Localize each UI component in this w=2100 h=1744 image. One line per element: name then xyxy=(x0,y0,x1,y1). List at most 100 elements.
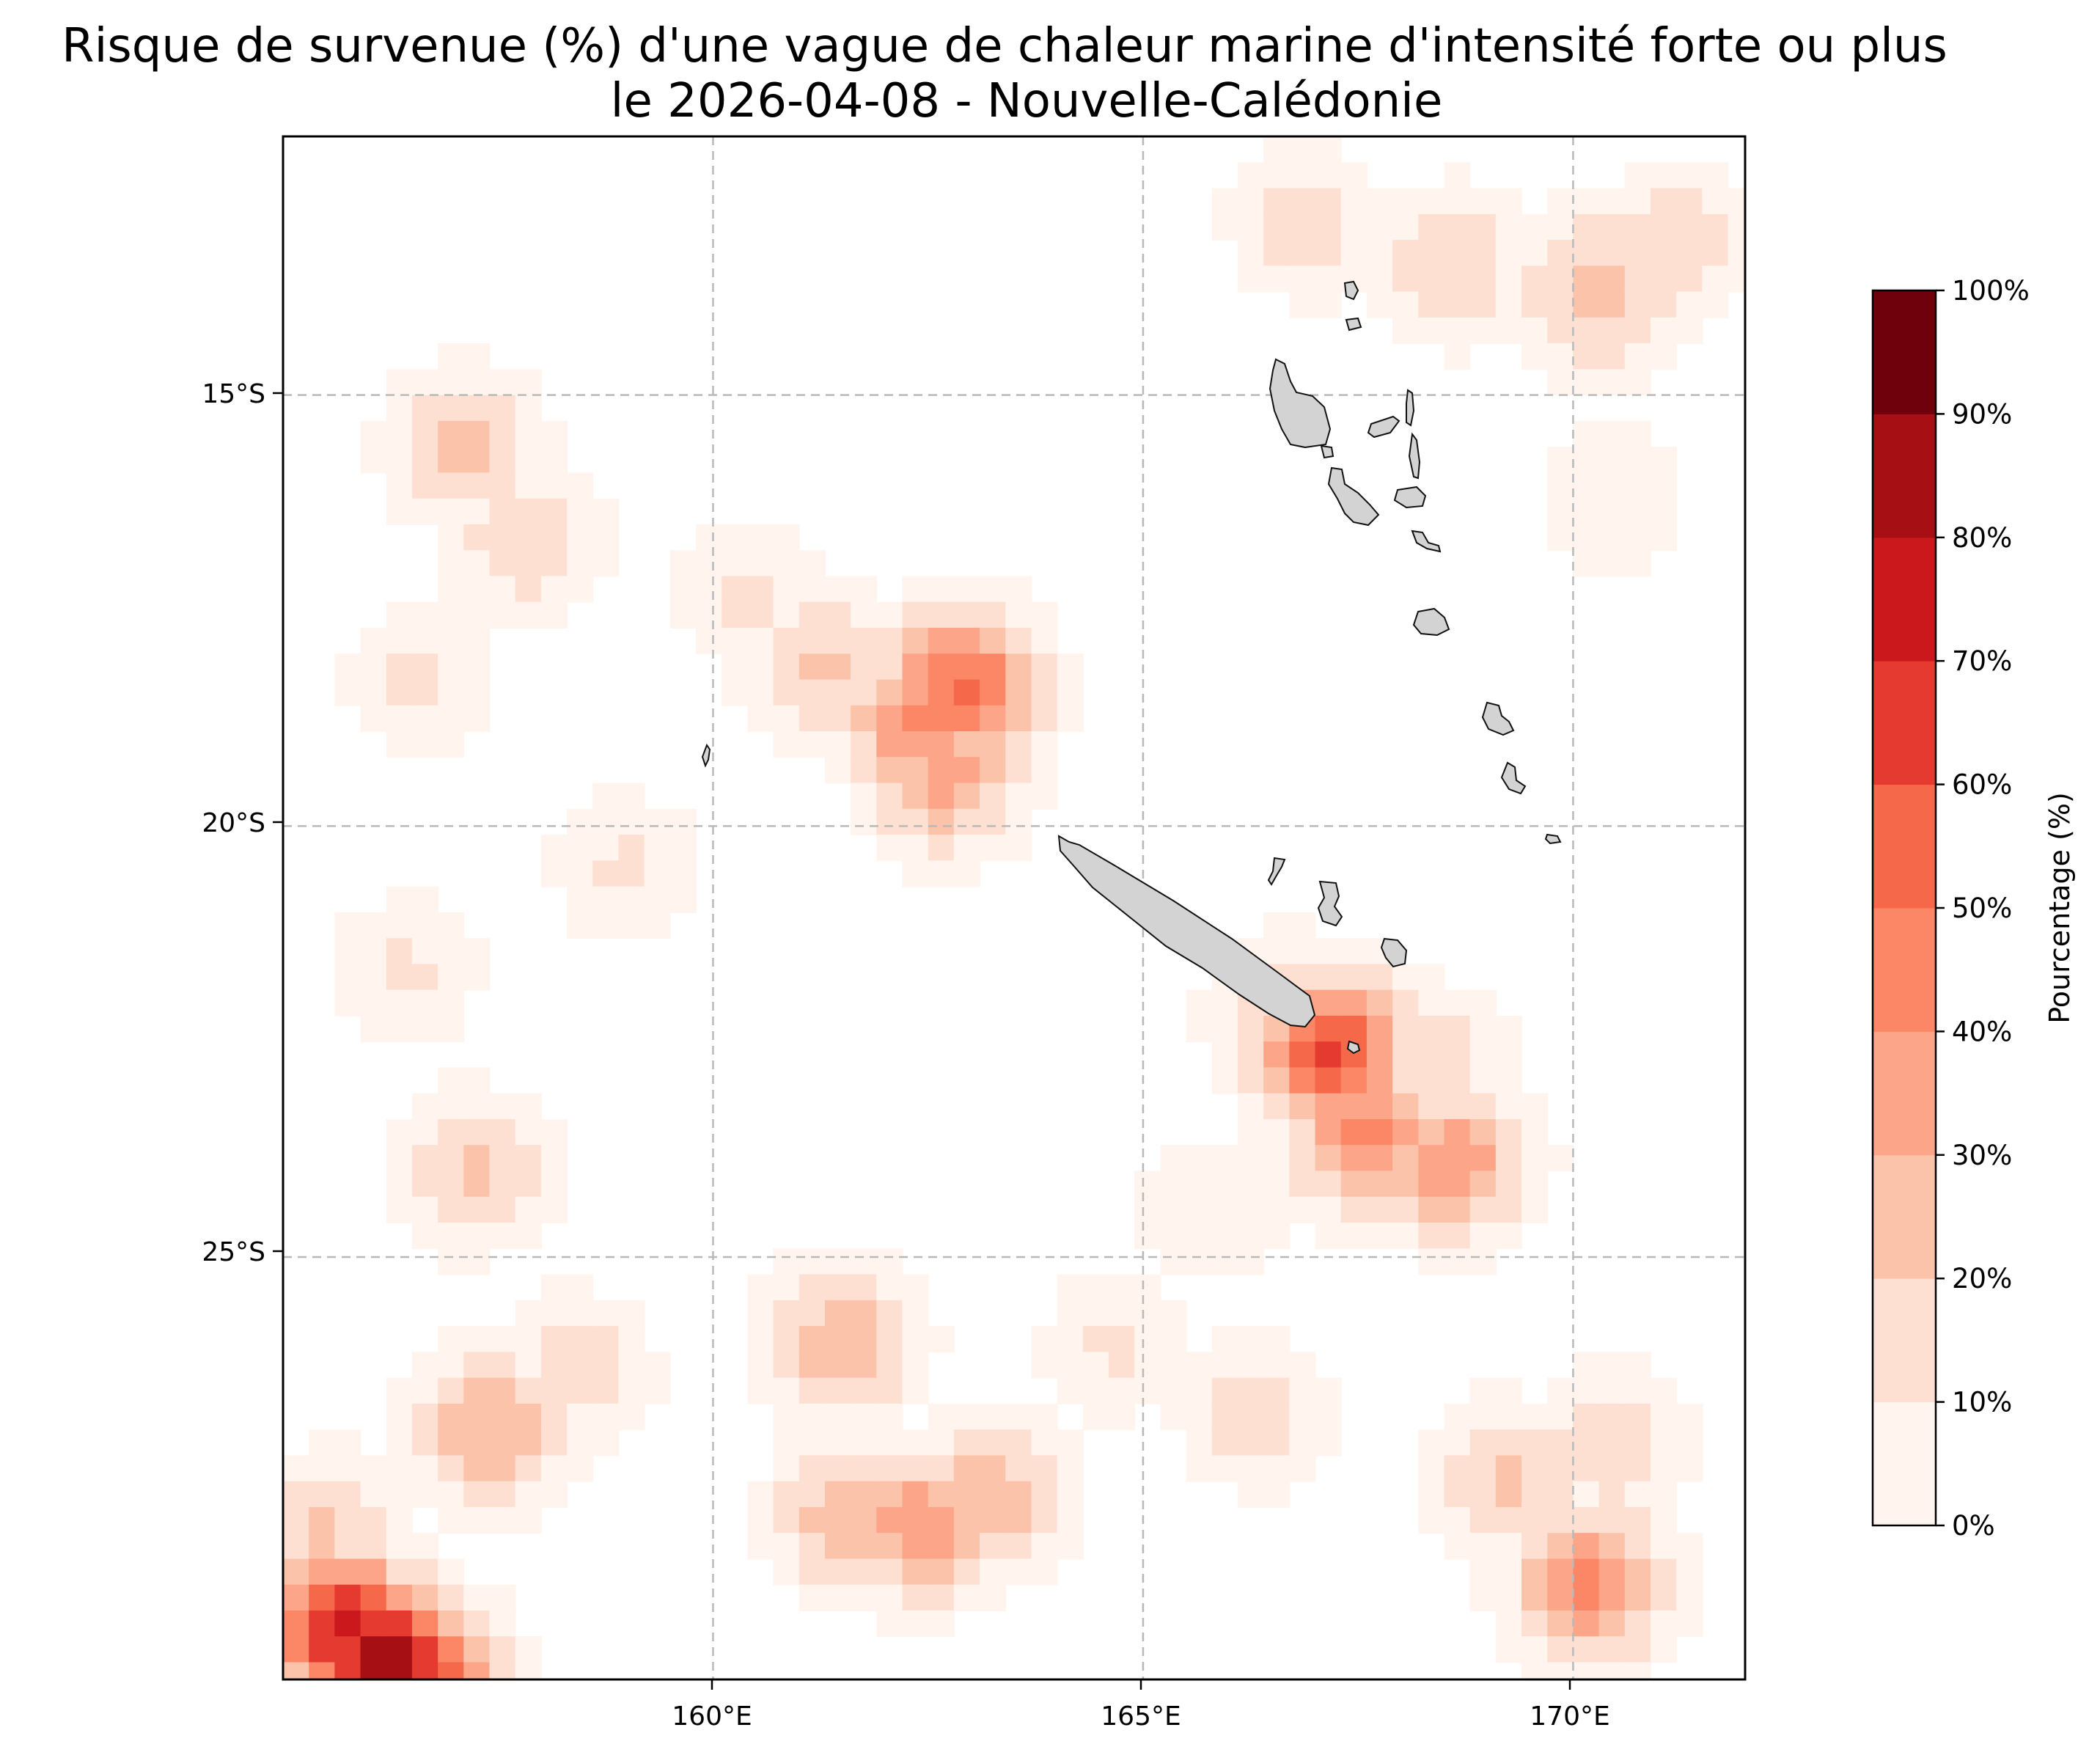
heat-cell xyxy=(953,757,981,784)
heat-cell xyxy=(902,1506,929,1534)
heat-cell xyxy=(1444,1196,1471,1224)
heat-cell xyxy=(411,1533,439,1560)
heat-cell xyxy=(798,1352,826,1379)
heat-cell xyxy=(618,1377,645,1404)
heat-cell xyxy=(1495,1223,1523,1250)
heat-cell xyxy=(386,1481,413,1508)
heat-cell xyxy=(1289,213,1316,241)
heat-cell xyxy=(928,757,955,784)
heat-cell xyxy=(1702,213,1729,241)
heat-cell xyxy=(1573,1352,1600,1379)
heat-cell xyxy=(360,938,387,965)
heat-cell xyxy=(1624,1662,1651,1679)
island-matthew xyxy=(701,743,711,768)
heat-cell xyxy=(824,601,852,629)
heat-cell xyxy=(747,524,774,552)
heat-cell xyxy=(1444,1145,1471,1172)
heat-cell xyxy=(1495,188,1523,215)
heat-cell xyxy=(360,989,387,1016)
heat-cell xyxy=(1728,213,1745,241)
heat-cell xyxy=(1444,1455,1471,1482)
heat-cell xyxy=(1418,188,1445,215)
heat-cell xyxy=(386,1118,413,1146)
heat-cell xyxy=(1263,1455,1291,1482)
heat-cell xyxy=(1624,1429,1651,1457)
y-axis-ticks: 15°S 20°S 25°S xyxy=(202,379,283,1267)
heat-cell xyxy=(360,1610,387,1638)
heat-cell xyxy=(1237,1455,1265,1482)
heat-cell xyxy=(876,1352,903,1379)
heat-cell xyxy=(1418,1429,1445,1457)
colorbar-band xyxy=(1873,784,1936,909)
heat-cell xyxy=(1186,1403,1213,1431)
heat-cell xyxy=(1418,1506,1445,1534)
heat-cell xyxy=(980,601,1007,629)
heat-cell xyxy=(1573,1429,1600,1457)
heat-cell xyxy=(1160,1377,1187,1404)
heat-cell xyxy=(1469,1455,1497,1482)
heat-cell xyxy=(567,1352,594,1379)
colorbar-band xyxy=(1873,414,1936,538)
heat-cell xyxy=(463,395,491,422)
heat-cell xyxy=(309,1455,336,1482)
heat-cell xyxy=(1418,1093,1445,1120)
heat-cell xyxy=(592,498,620,525)
heat-cell xyxy=(1289,162,1316,189)
heat-cell xyxy=(851,1584,878,1611)
heat-cell xyxy=(1005,835,1032,862)
heat-cell xyxy=(334,1636,361,1663)
heat-cell xyxy=(1263,1429,1291,1457)
heat-cell xyxy=(1211,1145,1238,1172)
heat-cell xyxy=(540,420,568,448)
heat-cell xyxy=(463,472,491,499)
heat-cell xyxy=(1469,1248,1497,1275)
heat-cell xyxy=(1598,369,1626,396)
heat-cell xyxy=(798,1481,826,1508)
heat-cell xyxy=(902,653,929,681)
heat-cell xyxy=(1418,1248,1445,1275)
heat-cell xyxy=(1521,343,1549,370)
heat-cell xyxy=(1005,1429,1032,1457)
heat-cell xyxy=(1289,912,1316,939)
heat-cell xyxy=(1263,188,1291,215)
heat-cell xyxy=(618,835,645,862)
heat-cell xyxy=(540,1377,568,1404)
map-area xyxy=(282,135,1747,1681)
heat-cell xyxy=(1495,1403,1523,1431)
heat-cell xyxy=(360,1662,387,1679)
heat-cell xyxy=(1676,317,1703,345)
heat-cell xyxy=(824,1248,852,1275)
heat-cell xyxy=(1702,265,1729,293)
heat-cell xyxy=(540,576,568,603)
heat-cell xyxy=(1624,498,1651,525)
heat-cell xyxy=(309,1429,336,1457)
heat-cell xyxy=(1650,1533,1678,1560)
heat-cell xyxy=(644,1377,671,1404)
heat-cell xyxy=(1521,265,1549,293)
heat-cell xyxy=(1624,1636,1651,1663)
heat-cell xyxy=(1573,1584,1600,1611)
heat-cell xyxy=(463,705,491,733)
heat-cell xyxy=(1005,627,1032,655)
heat-cell xyxy=(360,964,387,991)
heat-cell xyxy=(438,420,465,448)
heat-cell xyxy=(567,1429,594,1457)
heat-cell xyxy=(618,886,645,913)
heat-cell xyxy=(1057,1274,1084,1301)
heat-cell xyxy=(851,576,878,603)
heat-cell xyxy=(1315,188,1342,215)
heat-cell xyxy=(851,1377,878,1404)
heat-cell xyxy=(1598,1455,1626,1482)
heat-cell xyxy=(824,1300,852,1327)
heat-cell xyxy=(1624,343,1651,370)
heat-cell xyxy=(876,1377,903,1404)
heat-cell xyxy=(1650,188,1678,215)
heat-cell xyxy=(928,1326,955,1353)
heat-cell xyxy=(567,1300,594,1327)
heat-cell xyxy=(1728,188,1745,215)
map-title-line-1: Risque de survenue (%) d'une vague de ch… xyxy=(62,19,1947,73)
heat-cell xyxy=(1237,1403,1265,1431)
heat-cell xyxy=(902,1352,929,1379)
colorbar-tick-label: 10% xyxy=(1952,1387,2012,1418)
heat-cell xyxy=(1263,213,1291,241)
